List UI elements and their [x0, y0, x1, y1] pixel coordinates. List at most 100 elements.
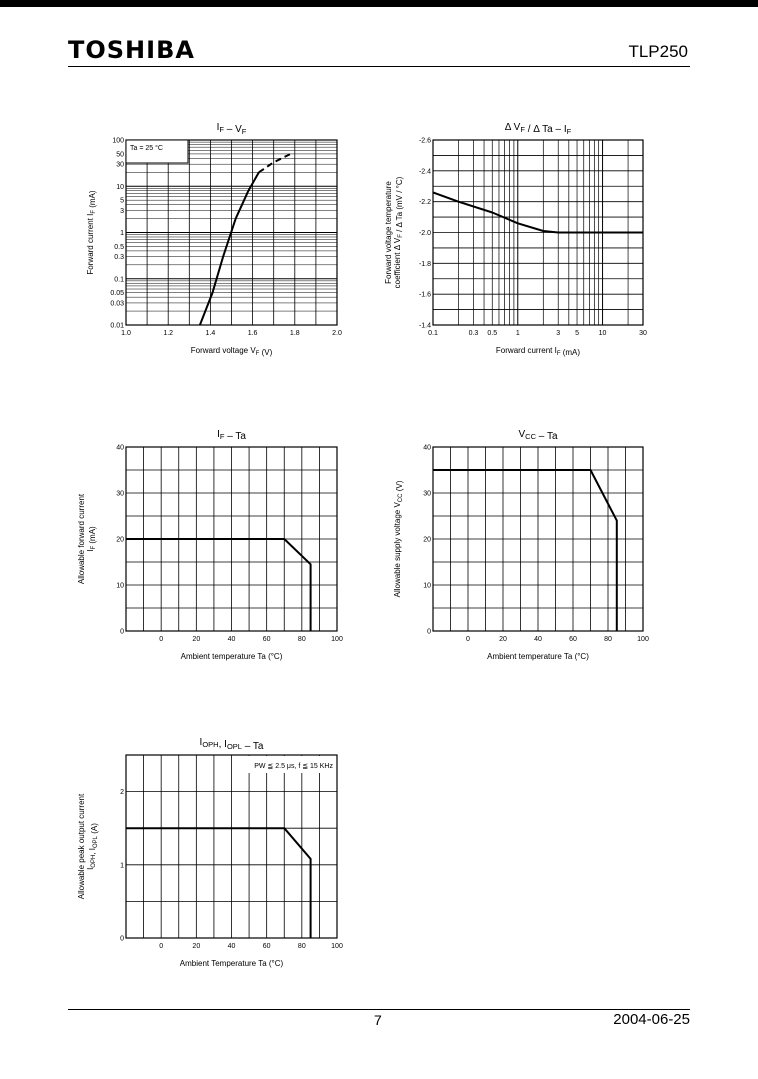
x-tick-label: 0.3: [469, 330, 479, 337]
x-tick-label: 1.0: [121, 330, 131, 337]
chart-title: Δ VF / Δ Ta – IF: [505, 122, 572, 136]
y-tick-label: -2.4: [419, 168, 431, 175]
x-tick-label: 80: [298, 943, 306, 950]
y-axis-label: coefficient Δ VF / Δ Ta (mV / °C): [393, 176, 404, 288]
x-axis-label: Forward current IF (mA): [496, 346, 580, 357]
y-tick-label: 3: [120, 208, 124, 215]
header-rule: [68, 66, 690, 67]
y-axis-label: IOPH, IOPL (A): [86, 823, 99, 870]
x-tick-label: 60: [263, 943, 271, 950]
series-line: [126, 827, 312, 938]
y-tick-label: 30: [116, 162, 124, 169]
y-tick-label: 0: [120, 629, 124, 636]
chart-if-vf: 1.0 1.2 1.4 1.6 1.8 2.0 0.01 0.03 0.05 0.1 0.3 0.5 1…: [86, 122, 342, 357]
x-tick-label: 0: [159, 636, 163, 643]
y-tick-label: 0.3: [114, 254, 124, 261]
y-tick-label: -2.0: [419, 230, 431, 237]
x-tick-label: 1.4: [206, 330, 216, 337]
y-tick-label: 0: [120, 936, 124, 943]
x-tick-label: 30: [639, 330, 647, 337]
series-line: [433, 469, 618, 631]
tick-labels: 0.1 0.3 0.5 1 3 5 10 30 -1.4 -1.6 -1.8 -2.0 -2.2 -2.4…: [419, 138, 647, 338]
x-axis-label: Ambient temperature Ta (°C): [487, 652, 589, 661]
annotation-text: PW ≦ 2.5 μs, f ≦ 15 KHz: [254, 763, 333, 770]
series-line: [198, 171, 260, 326]
x-tick-label: 2.0: [332, 330, 342, 337]
y-tick-label: 0: [427, 629, 431, 636]
plot-frame: [432, 446, 644, 632]
part-number: TLP250: [628, 42, 688, 61]
grid: [432, 446, 644, 632]
chart-title: IF – Ta: [217, 429, 246, 442]
y-tick-label: 1: [120, 230, 124, 237]
y-tick-label: -1.4: [419, 323, 431, 330]
y-tick-label: 5: [120, 198, 124, 205]
y-tick-label: 50: [116, 151, 124, 158]
y-tick-label: 0.03: [110, 300, 124, 307]
y-tick-label: 40: [423, 445, 431, 452]
plot-frame: [125, 139, 338, 326]
x-tick-label: 20: [499, 636, 507, 643]
series-line: [126, 538, 312, 631]
grid: [125, 140, 338, 326]
x-tick-label: 20: [192, 636, 200, 643]
chart-vcc-ta: 0 20 40 60 80 100 0 10 20 30 40 VCC – Ta Ambient tem…: [393, 429, 649, 661]
x-tick-label: 1.6: [248, 330, 258, 337]
y-tick-label: 40: [116, 445, 124, 452]
y-axis-label: Allowable peak output current: [77, 793, 86, 899]
chart-ioph-ta: 0 20 40 60 80 100 0 1 2 IOPH, IOPL – Ta Ambient Te…: [77, 737, 343, 968]
document-date: 2004-06-25: [613, 1011, 690, 1028]
top-rule: [0, 0, 758, 7]
x-tick-label: 80: [298, 636, 306, 643]
x-axis-label: Ambient Temperature Ta (°C): [180, 959, 284, 968]
y-axis-label: IF (mA): [86, 526, 97, 552]
y-tick-label: 10: [116, 583, 124, 590]
y-tick-label: -2.2: [419, 199, 431, 206]
x-tick-label: 1: [516, 330, 520, 337]
footer-rule: [68, 1009, 690, 1010]
series-line: [258, 153, 292, 174]
x-tick-label: 60: [263, 636, 271, 643]
x-tick-label: 0.1: [428, 330, 438, 337]
chart-title: IOPH, IOPL – Ta: [200, 737, 264, 752]
y-tick-label: 2: [120, 789, 124, 796]
y-tick-label: -1.6: [419, 292, 431, 299]
y-tick-label: 0.01: [110, 323, 124, 330]
x-tick-label: 100: [331, 636, 343, 643]
plot-frame: [125, 754, 338, 939]
x-tick-label: 60: [569, 636, 577, 643]
annotation-box: [125, 139, 189, 164]
x-axis-label: Ambient temperature Ta (°C): [181, 652, 283, 661]
y-tick-label: 10: [116, 184, 124, 191]
y-axis-label: Allowable supply voltage VCC (V): [393, 480, 404, 597]
tick-labels: 1.0 1.2 1.4 1.6 1.8 2.0 0.01 0.03 0.05 0.1 0.3 0.5 1…: [110, 138, 342, 338]
y-tick-label: 0.5: [114, 244, 124, 251]
series-line: [432, 191, 643, 234]
tick-labels: 0 20 40 60 80 100 0 10 20 30 40: [423, 445, 649, 644]
x-tick-label: 1.2: [163, 330, 173, 337]
tick-labels: 0 20 40 60 80 100 0 1 2: [120, 789, 343, 950]
y-tick-label: 20: [116, 537, 124, 544]
y-tick-label: 1: [120, 862, 124, 869]
y-tick-label: 30: [116, 491, 124, 498]
x-tick-label: 3: [556, 330, 560, 337]
x-tick-label: 100: [331, 943, 343, 950]
x-tick-label: 80: [604, 636, 612, 643]
annotation-text: Ta = 25 °C: [130, 144, 163, 152]
x-tick-label: 1.8: [290, 330, 300, 337]
y-tick-label: 0.05: [110, 290, 124, 297]
y-axis-label: Forward current IF (mA): [86, 190, 97, 274]
page-number: 7: [374, 1012, 382, 1028]
x-tick-label: 100: [637, 636, 649, 643]
y-tick-label: -1.8: [419, 261, 431, 268]
tick-labels: 0 20 40 60 80 100 0 10 20 30 40: [116, 445, 343, 644]
chart-if-ta: 0 20 40 60 80 100 0 10 20 30 40 IF – Ta Ambient temp…: [77, 429, 343, 661]
chart-title: IF – VF: [217, 122, 247, 136]
x-tick-label: 5: [575, 330, 579, 337]
x-axis-label: Forward voltage VF (V): [191, 346, 273, 357]
brand-logo: TOSHIBA: [68, 36, 195, 64]
y-tick-label: 0.1: [114, 276, 124, 283]
x-tick-label: 0: [466, 636, 470, 643]
x-tick-label: 20: [192, 943, 200, 950]
